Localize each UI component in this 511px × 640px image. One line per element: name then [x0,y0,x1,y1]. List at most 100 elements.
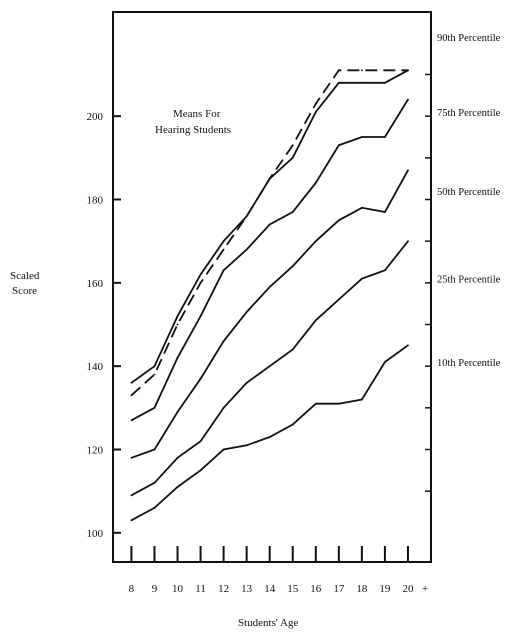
series-point [314,319,317,322]
series-point [153,448,156,451]
x-tick-label: 19 [379,583,391,595]
annotation-line2: Hearing Students [155,124,231,136]
x-tick-label: 13 [241,583,253,595]
series-point [384,269,386,272]
series-point [222,240,225,243]
series-point [337,219,340,222]
series-point [337,81,340,84]
series-point [176,411,179,413]
series-point [407,169,409,172]
series-point [130,419,133,422]
series-point [407,98,409,101]
y-tick-label: 140 [87,361,104,373]
y-axis-title-line1: Scaled [10,270,40,282]
x-tick-label: 17 [333,583,345,595]
series-line-percentile [131,169,409,459]
percentile-label: 10th Percentile [437,358,501,369]
series-point [407,344,409,347]
series-point [199,440,202,443]
series-point [384,81,386,84]
series-point [199,315,202,318]
series-point [199,273,202,276]
x-tick-label: 14 [264,583,276,595]
series-point [407,69,409,72]
percentile-label: 75th Percentile [437,108,501,119]
series-point [314,181,317,184]
percentile-label: 50th Percentile [437,187,501,198]
y-tick-label: 180 [87,195,104,207]
series-point [407,240,409,243]
series-point [337,402,340,405]
x-tick-label: 8 [129,583,135,595]
y-tick-label: 120 [87,445,104,457]
series-point [360,81,363,84]
y-tick-label: 160 [87,278,104,290]
series-line-percentile [130,99,409,422]
x-axis: 8 9 10 11 12 13 14 15 16 17 18 19 20 + [129,546,428,595]
series-point [360,206,363,209]
series-point [130,456,133,459]
x-tick-label: 12 [218,583,229,595]
x-axis-title: Students' Age [238,617,298,629]
series-point [268,223,271,226]
series-point [291,265,294,268]
x-tick-label: 11 [195,583,206,595]
series-point [222,340,225,343]
series-point [360,277,363,280]
series-point [245,311,248,313]
series-point [153,373,156,376]
series-point [337,69,340,72]
percentile-labels: 90th Percentile 75th Percentile 50th Perce… [437,33,501,369]
y-tick-label: 100 [87,528,104,540]
series-point [314,240,317,243]
x-tick-label: 10 [172,583,184,595]
series-point [268,436,271,438]
series-point [384,361,386,363]
series-point [314,111,317,113]
series-point [268,177,271,180]
series-point [291,211,294,213]
series-point [291,144,294,147]
series-layer [130,69,409,522]
series-point [153,365,156,368]
series-point [384,211,386,213]
x-tick-label: 9 [152,583,158,595]
y-tick-label: 200 [87,111,104,123]
x-axis-suffix: + [422,583,428,595]
series-point [199,377,202,380]
series-point [222,406,225,409]
series-point [384,136,386,138]
series-point [384,69,386,72]
x-tick-label: 18 [356,583,368,595]
y-axis: 100 120 140 160 180 200 [87,73,431,540]
series-point [199,281,202,284]
series-point [130,394,133,397]
series-point [360,398,363,401]
series-point [360,69,363,72]
series-point [337,298,340,301]
x-tick-label: 20 [402,583,414,595]
plot-frame [112,11,432,563]
series-point [176,486,179,488]
series-point [153,406,156,409]
percentile-label: 25th Percentile [437,275,501,286]
annotation-line1: Means For [173,108,221,120]
series-point [176,323,179,326]
series-point [130,381,133,384]
series-point [176,356,179,359]
x-tick-label: 15 [287,583,299,595]
series-point [291,156,294,159]
series-line-percentile [130,344,409,522]
series-point [268,365,271,368]
series-point [222,269,225,272]
series-point [291,348,294,351]
y-axis-title-line2: Score [12,285,37,297]
series-point [153,481,156,484]
series-point [130,494,133,497]
series-point [314,102,317,105]
series-point [245,381,248,384]
series-point [130,519,133,522]
series-point [199,469,202,472]
series-point [337,144,340,147]
